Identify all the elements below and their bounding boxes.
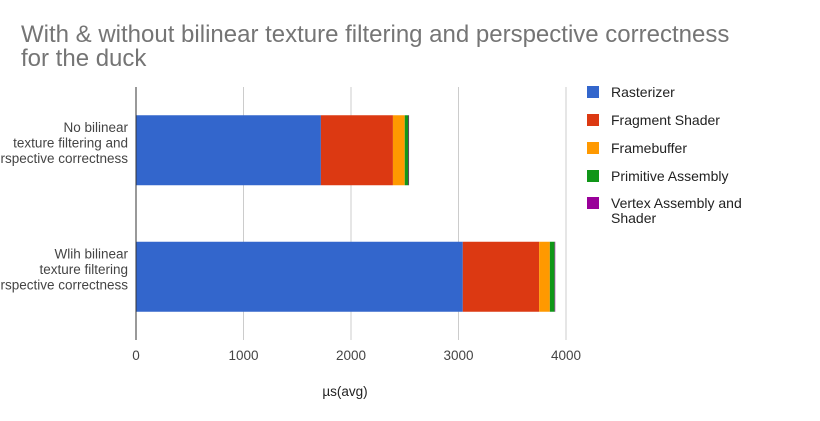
legend-label-2: Framebuffer bbox=[611, 140, 687, 156]
legend-label-0: Rasterizer bbox=[611, 84, 675, 100]
bar-primitive-assembly-cat-0 bbox=[404, 115, 409, 186]
x-tick-label-0: 0 bbox=[132, 348, 140, 363]
bar-fragment-shader-cat-1 bbox=[462, 241, 540, 312]
bar-framebuffer-cat-1 bbox=[539, 241, 550, 312]
x-tick-label-4: 4000 bbox=[551, 348, 581, 363]
bar-rasterizer-cat-1 bbox=[136, 241, 463, 312]
legend-swatch-4 bbox=[587, 197, 599, 209]
bar-vertex-assembly-and-shader-cat-0 bbox=[408, 115, 410, 186]
bar-primitive-assembly-cat-1 bbox=[549, 241, 555, 312]
legend-label-4: Vertex Assembly and Shader bbox=[611, 195, 742, 226]
legend: Rasterizer Fragment Shader Framebuffer Prim… bbox=[587, 84, 742, 226]
bar-framebuffer-cat-0 bbox=[392, 115, 405, 186]
chart-title-line-1: With & without bilinear texture filterin… bbox=[21, 21, 729, 48]
bar-vertex-assembly-and-shader-cat-1 bbox=[554, 241, 556, 312]
bar-fragment-shader-cat-0 bbox=[320, 115, 393, 186]
legend-label-1: Fragment Shader bbox=[611, 112, 720, 128]
x-tick-label-2: 2000 bbox=[336, 348, 366, 363]
bar-rasterizer-cat-0 bbox=[136, 115, 321, 186]
chart-title: With & without bilinear texture filterin… bbox=[21, 21, 729, 72]
legend-swatch-0 bbox=[587, 86, 599, 98]
legend-swatch-1 bbox=[587, 114, 599, 126]
legend-label-3: Primitive Assembly bbox=[611, 168, 728, 184]
bars bbox=[136, 115, 556, 312]
x-axis-title: µs(avg) bbox=[322, 384, 367, 399]
chart-title-line-2: for the duck bbox=[21, 45, 147, 72]
legend-swatch-2 bbox=[587, 142, 599, 154]
x-tick-labels: 0 1000 2000 3000 4000 bbox=[132, 348, 581, 363]
x-tick-label-1: 1000 bbox=[228, 348, 258, 363]
x-tick-label-3: 3000 bbox=[443, 348, 473, 363]
legend-swatch-3 bbox=[587, 170, 599, 182]
